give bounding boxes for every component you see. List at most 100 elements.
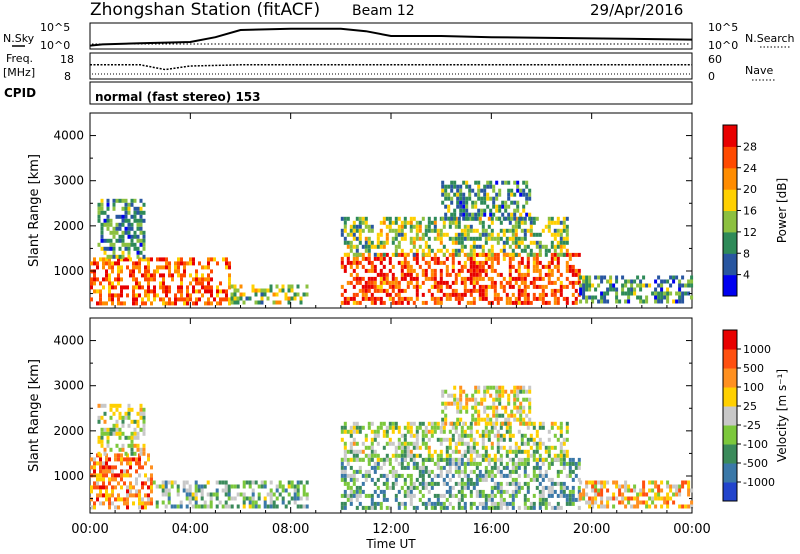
velocity-echo-cell [343, 493, 347, 498]
power-echo-cell [454, 240, 458, 245]
velocity-echo-cell [287, 480, 291, 485]
power-echo-cell [525, 192, 529, 197]
velocity-echo-cell [391, 429, 395, 434]
power-echo-cell [370, 264, 374, 269]
velocity-echo-cell [127, 403, 131, 408]
power-echo-cell [469, 300, 473, 305]
velocity-echo-cell [385, 497, 389, 502]
velocity-echo-cell [532, 465, 536, 470]
power-echo-cell [189, 273, 192, 278]
velocity-echo-cell [475, 429, 479, 434]
power-echo-cell [591, 295, 595, 300]
velocity-colorbar-segment [723, 482, 737, 502]
power-echo-cell [421, 280, 425, 285]
velocity-echo-cell [565, 449, 569, 454]
power-echo-cell [153, 277, 156, 282]
velocity-echo-cell [597, 504, 601, 509]
velocity-echo-cell [194, 500, 198, 505]
power-echo-cell [346, 244, 350, 249]
velocity-echo-cell [135, 489, 138, 494]
velocity-echo-cell [448, 437, 452, 442]
power-echo-cell [483, 188, 487, 193]
power-echo-cell [346, 256, 350, 261]
power-echo-cell [349, 272, 353, 277]
velocity-echo-cell [499, 437, 503, 442]
power-echo-cell [370, 280, 374, 285]
velocity-echo-cell [430, 485, 434, 490]
power-echo-cell [144, 277, 147, 282]
velocity-echo-cell [535, 465, 539, 470]
velocity-echo-cell [591, 488, 595, 493]
power-echo-cell [216, 289, 219, 294]
power-echo-cell [639, 279, 643, 284]
velocity-echo-cell [568, 465, 572, 470]
power-echo-cell [343, 236, 347, 241]
velocity-echo-cell [463, 469, 467, 474]
power-echo-cell [550, 240, 554, 245]
velocity-echo-cell [519, 405, 523, 410]
power-echo-cell [142, 254, 146, 259]
power-echo-cell [127, 226, 131, 231]
power-echo-cell [462, 192, 466, 197]
power-echo-cell [385, 224, 389, 229]
power-echo-cell [672, 275, 676, 280]
velocity-echo-cell [96, 477, 99, 482]
power-echo-cell [358, 252, 362, 257]
velocity-echo-cell [547, 489, 551, 494]
velocity-echo-cell [424, 481, 428, 486]
velocity-echo-cell [492, 421, 496, 426]
power-echo-cell [228, 261, 231, 266]
velocity-echo-cell [475, 441, 479, 446]
velocity-echo-cell [188, 484, 192, 489]
velocity-echo-cell [275, 504, 279, 509]
power-echo-cell [574, 252, 578, 257]
velocity-echo-cell [541, 425, 545, 430]
power-echo-cell [296, 292, 300, 297]
power-echo-cell [481, 268, 485, 273]
power-echo-cell [340, 264, 344, 269]
power-echo-cell [144, 293, 147, 298]
power-echo-cell [99, 301, 102, 306]
power-echo-cell [346, 280, 350, 285]
velocity-ytick-label: 1000 [53, 469, 84, 483]
velocity-echo-cell [424, 441, 428, 446]
power-echo-cell [391, 228, 395, 233]
velocity-echo-cell [633, 484, 637, 489]
velocity-echo-cell [519, 417, 523, 422]
velocity-echo-cell [562, 481, 566, 486]
power-echo-cell [290, 288, 294, 293]
power-echo-cell [556, 252, 560, 257]
velocity-echo-cell [136, 411, 140, 416]
velocity-echo-cell [424, 429, 428, 434]
power-echo-cell [349, 224, 353, 229]
velocity-echo-cell [484, 465, 488, 470]
velocity-echo-cell [376, 457, 380, 462]
velocity-echo-cell [606, 504, 610, 509]
velocity-echo-cell [516, 409, 520, 414]
power-echo-cell [456, 184, 460, 189]
velocity-echo-cell [477, 385, 481, 390]
power-echo-cell [287, 284, 291, 289]
velocity-echo-cell [684, 504, 688, 509]
velocity-echo-cell [376, 465, 380, 470]
velocity-echo-cell [445, 473, 449, 478]
power-echo-cell [550, 256, 554, 261]
power-echo-cell [556, 244, 560, 249]
velocity-echo-cell [445, 497, 449, 502]
power-echo-cell [466, 256, 470, 261]
power-echo-cell [147, 297, 150, 302]
power-echo-cell [415, 284, 419, 289]
power-echo-cell [445, 232, 449, 237]
power-echo-cell [382, 252, 386, 257]
power-echo-cell [153, 289, 156, 294]
power-echo-cell [412, 276, 416, 281]
power-echo-cell [663, 295, 667, 300]
power-echo-cell [582, 295, 586, 300]
power-echo-cell [433, 228, 437, 233]
velocity-echo-cell [138, 501, 141, 506]
velocity-echo-cell [511, 493, 515, 498]
power-echo-cell [180, 281, 183, 286]
velocity-echo-cell [105, 469, 108, 474]
power-echo-cell [121, 254, 125, 259]
velocity-echo-cell [424, 425, 428, 430]
